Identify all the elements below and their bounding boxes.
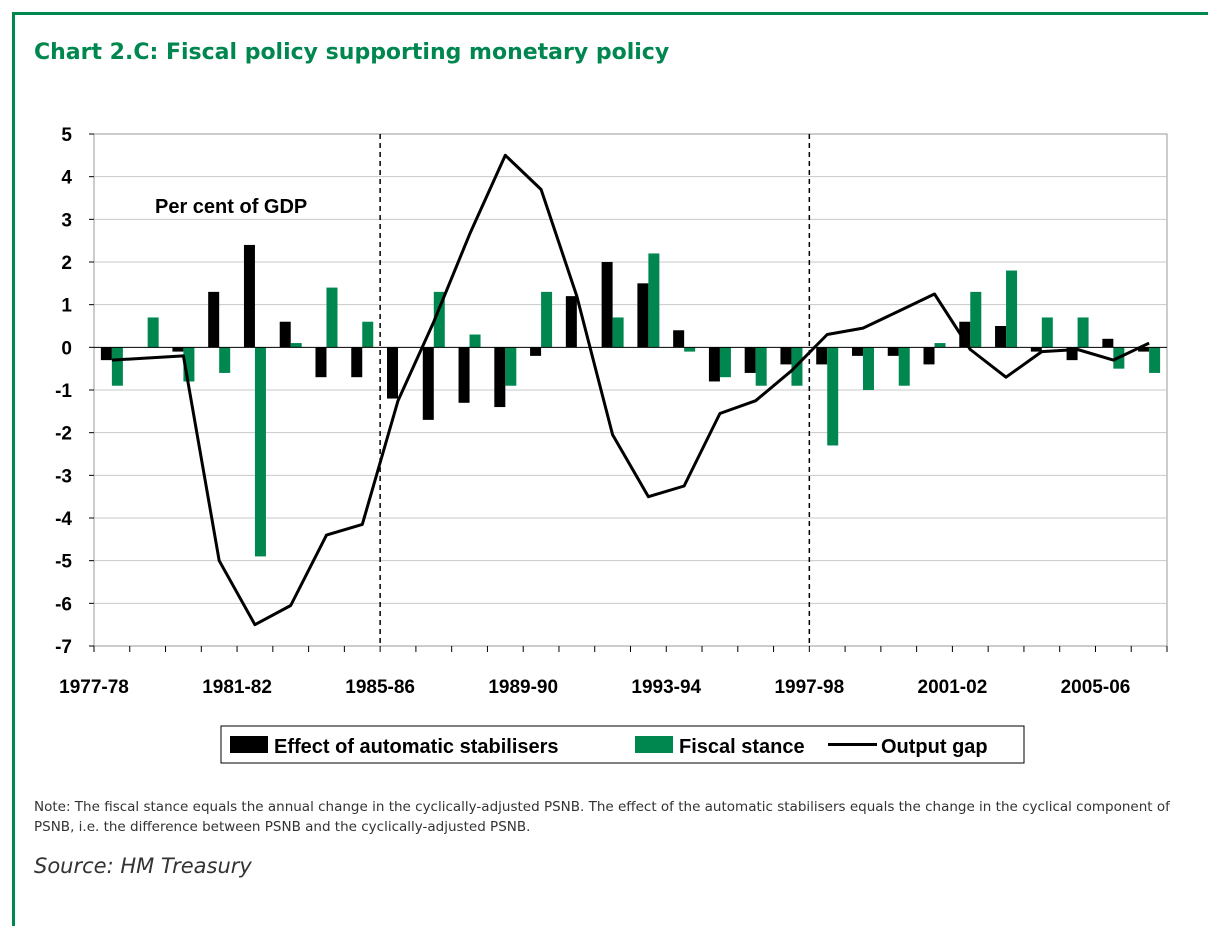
- fiscal-stance-bar: [541, 291, 553, 348]
- fiscal-stance-bar: [898, 347, 910, 386]
- fiscal-stance-bar: [612, 317, 624, 348]
- frame-left-border: [12, 12, 15, 926]
- fiscal-stance-bar: [254, 347, 266, 557]
- stabilisers-bar: [279, 321, 291, 348]
- y-tick-label: -7: [55, 637, 72, 658]
- fiscal-stance-bar: [827, 347, 839, 446]
- y-tick-label: -4: [55, 509, 72, 530]
- x-tick-label: 1977-78: [59, 677, 129, 698]
- fiscal-stance-bar: [362, 321, 374, 348]
- stabilisers-bar: [172, 347, 184, 352]
- y-tick-label: 4: [61, 168, 72, 189]
- legend-label-stabilisers: Effect of automatic stabilisers: [274, 736, 559, 758]
- x-tick-label: 2001-02: [918, 677, 988, 698]
- fiscal-stance-bar: [290, 343, 302, 348]
- x-tick-label: 1981-82: [202, 677, 272, 698]
- y-tick-label: 3: [61, 210, 72, 231]
- legend-label-fiscal: Fiscal stance: [679, 736, 805, 758]
- stabilisers-bar: [351, 347, 363, 378]
- x-tick-label: 2005-06: [1061, 677, 1131, 698]
- fiscal-stance-bar: [862, 347, 874, 390]
- stabilisers-bar: [422, 347, 434, 420]
- y-tick-label: -2: [55, 424, 72, 445]
- stabilisers-bar: [530, 347, 542, 356]
- stabilisers-bar: [458, 347, 470, 403]
- fiscal-stance-bar: [111, 347, 123, 386]
- fiscal-stance-bar: [970, 291, 982, 348]
- stabilisers-bar: [1066, 347, 1078, 361]
- y-tick-label: 1: [61, 296, 72, 317]
- y-axis-ticks: 5 4 3 2 1 0 -1 -2 -3 -4 -5 -6 -7: [55, 125, 94, 658]
- stabilisers-bar: [1102, 338, 1114, 348]
- output-gap-line: [111, 153, 1150, 627]
- fiscal-stance-bar: [1006, 270, 1018, 348]
- fiscal-stance-bar: [219, 347, 231, 373]
- stabilisers-bar: [673, 330, 685, 348]
- x-axis-ticks: 1977-78 1981-82 1985-86 1989-90 1993-94 1997-…: [59, 646, 1168, 698]
- stabilisers-bar: [780, 347, 792, 365]
- y-tick-label: -5: [55, 552, 72, 573]
- fiscal-stance-bar: [648, 253, 660, 348]
- fiscal-stance-bar: [1077, 317, 1089, 348]
- stabilisers-bar: [601, 262, 613, 348]
- legend-box: [220, 725, 1025, 764]
- stabilisers-bar: [923, 347, 935, 365]
- chart-note: Note: The fiscal stance equals the annua…: [34, 799, 1170, 835]
- fiscal-stance-bar: [755, 347, 767, 386]
- stabilisers-bar: [851, 347, 863, 356]
- frame-top-border: [12, 12, 1208, 15]
- y-tick-label: -3: [55, 466, 72, 487]
- fiscal-stance-bar: [147, 317, 159, 348]
- vertical-dashed-lines: [379, 134, 811, 646]
- y-tick-label: 2: [61, 253, 72, 274]
- legend-swatch-stabilisers: [230, 736, 268, 753]
- fiscal-stance-bar: [1041, 317, 1053, 348]
- stabilisers-bar: [243, 244, 255, 348]
- stabilisers-bar: [100, 347, 112, 361]
- stabilisers-bar: [494, 347, 506, 408]
- bars: [100, 244, 1161, 557]
- y-tick-label: 0: [61, 338, 72, 359]
- y-tick-label: -6: [55, 594, 72, 615]
- x-tick-label: 1989-90: [488, 677, 558, 698]
- x-tick-label: 1997-98: [774, 677, 844, 698]
- fiscal-policy-chart: 5 4 3 2 1 0 -1 -2 -3 -4 -5 -6 -7 1977-78 1981-82 1985-…: [55, 125, 1168, 764]
- y-tick-label: 5: [61, 125, 72, 146]
- fiscal-stance-bar: [1149, 347, 1161, 373]
- stabilisers-bar: [744, 347, 756, 373]
- stabilisers-bar: [208, 291, 220, 348]
- units-annotation: Per cent of GDP: [155, 196, 307, 218]
- stabilisers-bar: [959, 321, 971, 348]
- legend: Effect of automatic stabilisers Fiscal s…: [220, 725, 1025, 764]
- stabilisers-bar: [387, 347, 399, 399]
- fiscal-stance-bar: [505, 347, 517, 386]
- stabilisers-bar: [565, 296, 577, 348]
- x-tick-label: 1985-86: [345, 677, 415, 698]
- chart-source: Source: HM Treasury: [34, 854, 252, 878]
- stabilisers-bar: [816, 347, 828, 365]
- stabilisers-bar: [995, 326, 1007, 348]
- stabilisers-bar: [637, 283, 649, 348]
- stabilisers-bar: [708, 347, 720, 382]
- legend-label-output-gap: Output gap: [881, 736, 988, 758]
- stabilisers-bar: [315, 347, 327, 378]
- gridlines: [94, 176, 1167, 604]
- fiscal-stance-bar: [433, 291, 445, 348]
- chart-title: Chart 2.C: Fiscal policy supporting mone…: [34, 40, 670, 65]
- stabilisers-bar: [1138, 347, 1150, 352]
- fiscal-stance-bar: [934, 343, 946, 348]
- stabilisers-bar: [887, 347, 899, 356]
- stabilisers-bar: [1030, 347, 1042, 352]
- fiscal-stance-bar: [469, 334, 481, 348]
- x-tick-label: 1993-94: [631, 677, 701, 698]
- fiscal-stance-bar: [719, 347, 731, 378]
- fiscal-stance-bar: [183, 347, 195, 382]
- fiscal-stance-bar: [326, 287, 338, 348]
- fiscal-stance-bar: [684, 347, 696, 352]
- legend-swatch-fiscal: [635, 736, 673, 753]
- y-tick-label: -1: [55, 381, 72, 402]
